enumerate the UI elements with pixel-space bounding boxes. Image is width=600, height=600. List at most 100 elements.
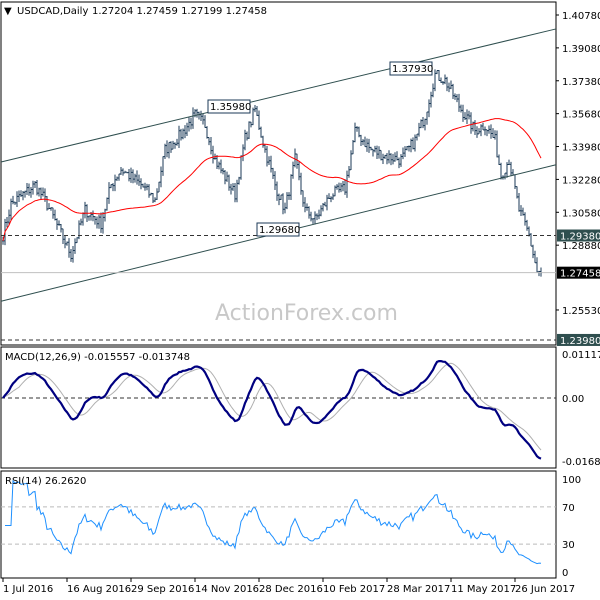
price-tag-label: 1.23980 bbox=[560, 336, 600, 347]
price-bar bbox=[366, 138, 368, 152]
main-panel bbox=[0, 1, 557, 346]
level-label-box bbox=[256, 222, 300, 237]
price-bar bbox=[128, 169, 130, 182]
price-bar bbox=[498, 154, 500, 166]
price-bar bbox=[350, 150, 352, 171]
price-bar bbox=[406, 146, 408, 151]
macd-title: MACD(12,26,9) -0.015557 -0.013748 bbox=[5, 352, 190, 363]
price-bar bbox=[404, 146, 406, 158]
price-bar bbox=[202, 113, 204, 125]
macd-panel bbox=[0, 346, 557, 469]
collapse-triangle-icon[interactable]: ▼ bbox=[4, 6, 12, 17]
price-bar bbox=[466, 109, 468, 124]
price-bar bbox=[22, 190, 24, 201]
price-bar bbox=[46, 196, 48, 211]
price-bar bbox=[44, 188, 46, 202]
price-tick-label: 1.35680 bbox=[562, 110, 600, 121]
price-bar bbox=[212, 145, 214, 164]
price-bar bbox=[62, 228, 64, 244]
price-tag bbox=[557, 266, 600, 279]
price-bar bbox=[106, 197, 108, 211]
price-bar bbox=[450, 80, 452, 90]
rsi-tick-label: 30 bbox=[562, 540, 575, 551]
macd-tick-label: 0.011179 bbox=[562, 350, 600, 361]
price-bar bbox=[400, 154, 402, 167]
price-bar bbox=[372, 148, 374, 157]
price-bar bbox=[416, 133, 418, 141]
price-bar bbox=[224, 170, 226, 185]
price-bar bbox=[158, 181, 160, 193]
price-tick-label: 1.25530 bbox=[562, 306, 600, 317]
price-bar bbox=[216, 155, 218, 169]
price-bar bbox=[398, 157, 400, 169]
price-bar bbox=[506, 162, 508, 178]
price-bar bbox=[116, 176, 118, 181]
date-tick-label: 14 Nov 2016 bbox=[195, 584, 259, 595]
price-bar bbox=[470, 112, 472, 134]
price-bar bbox=[8, 209, 10, 225]
channel-upper-line bbox=[0, 28, 557, 163]
price-bar bbox=[222, 168, 224, 175]
price-bar bbox=[412, 137, 414, 150]
price-bar bbox=[460, 104, 462, 113]
price-bar bbox=[430, 91, 432, 108]
price-bar bbox=[64, 235, 66, 249]
price-bar bbox=[154, 197, 156, 203]
price-bar bbox=[456, 94, 458, 103]
price-bar bbox=[30, 186, 32, 198]
price-bar bbox=[422, 116, 424, 129]
price-bar bbox=[98, 214, 100, 229]
price-bar bbox=[480, 124, 482, 137]
price-bar bbox=[210, 137, 212, 155]
price-bar bbox=[388, 150, 390, 164]
price-bar bbox=[534, 250, 536, 264]
price-bar bbox=[458, 93, 460, 112]
price-bar bbox=[10, 198, 12, 221]
price-bar bbox=[328, 193, 330, 200]
price-bar bbox=[6, 216, 8, 228]
price-bar bbox=[380, 149, 382, 161]
price-bar bbox=[538, 270, 540, 277]
price-bar bbox=[134, 173, 136, 183]
price-bar bbox=[140, 178, 142, 190]
price-bar bbox=[192, 107, 194, 129]
price-bar bbox=[182, 128, 184, 140]
price-bar bbox=[274, 171, 276, 191]
level-label-box bbox=[389, 61, 433, 76]
price-bar bbox=[494, 130, 496, 140]
macd-signal-line bbox=[2, 362, 542, 451]
date-tick-label: 11 May 2017 bbox=[451, 584, 516, 595]
price-bar bbox=[342, 181, 344, 192]
price-bar bbox=[484, 126, 486, 136]
price-bar bbox=[176, 138, 178, 146]
price-bar bbox=[118, 173, 120, 181]
price-tick-label: 1.39080 bbox=[562, 44, 600, 55]
price-bar bbox=[390, 153, 392, 166]
price-bar bbox=[28, 183, 30, 196]
price-bar bbox=[348, 165, 350, 178]
price-bar bbox=[438, 70, 440, 81]
price-bar bbox=[276, 181, 278, 201]
price-bar bbox=[322, 202, 324, 212]
rsi-line bbox=[5, 479, 542, 565]
price-bar bbox=[334, 185, 336, 197]
price-bar bbox=[354, 122, 356, 143]
price-bar bbox=[148, 184, 150, 198]
price-bar bbox=[394, 152, 396, 162]
price-bar bbox=[302, 190, 304, 207]
price-bar bbox=[378, 146, 380, 159]
price-bar bbox=[300, 172, 302, 195]
price-bar bbox=[420, 119, 422, 129]
price-bar bbox=[24, 190, 26, 198]
price-bar bbox=[530, 233, 532, 247]
price-bar bbox=[384, 154, 386, 159]
price-bar bbox=[200, 110, 202, 121]
price-bar bbox=[82, 212, 84, 226]
price-bar bbox=[476, 126, 478, 138]
price-bar bbox=[270, 155, 272, 173]
price-bar bbox=[32, 180, 34, 195]
price-bar bbox=[336, 184, 338, 190]
price-bar bbox=[298, 161, 300, 181]
price-bar bbox=[144, 182, 146, 191]
price-bar bbox=[126, 171, 128, 174]
